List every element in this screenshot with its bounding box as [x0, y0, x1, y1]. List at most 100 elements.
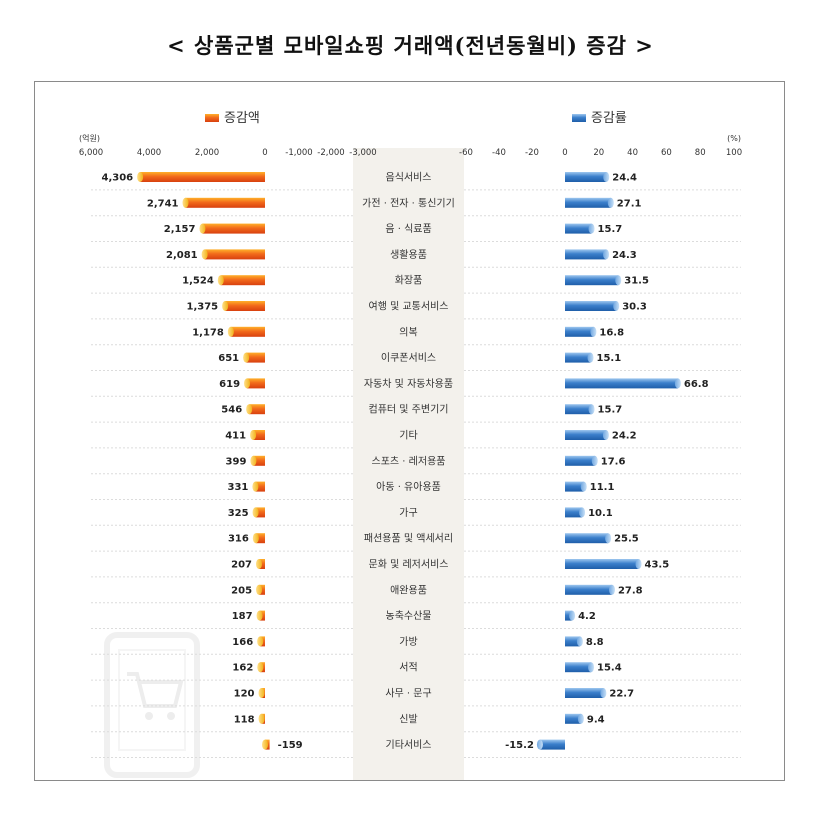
- left-value-label: 316: [228, 534, 249, 545]
- right-bar: [565, 713, 581, 724]
- left-bar: [246, 352, 265, 363]
- chart-svg: 6,000 4,000 2,000 0 -1,000 -2,000 -3,000 -60 -4…: [79, 111, 742, 780]
- right-bar: [565, 662, 592, 673]
- left-bar: [253, 430, 265, 440]
- right-bar-cap: [591, 455, 598, 466]
- left-bar-cap: [255, 559, 262, 569]
- right-bar: [565, 481, 584, 492]
- left-bar: [255, 533, 265, 544]
- left-bar-cap: [250, 430, 257, 440]
- left-tick-label: 0: [262, 148, 267, 158]
- left-bar-cap: [137, 172, 144, 182]
- right-tick-label: 60: [661, 148, 672, 158]
- right-bar-cap: [579, 507, 586, 518]
- right-bar-cap: [577, 713, 584, 724]
- right-bar: [565, 197, 611, 208]
- left-value-label: 1,178: [192, 327, 224, 338]
- right-bar-cap: [600, 688, 607, 698]
- category-label: 사무 · 문구: [385, 688, 431, 700]
- left-bar: [202, 223, 265, 234]
- right-bar-cap: [602, 430, 609, 440]
- category-label: 애완용품: [390, 584, 427, 596]
- left-tick-label: 6,000: [79, 148, 103, 158]
- right-value-label: 24.2: [612, 431, 637, 442]
- right-tick-label: -20: [525, 148, 539, 158]
- category-label: 의복: [399, 326, 417, 338]
- left-value-label: 118: [234, 714, 255, 725]
- right-value-label: 16.8: [599, 327, 624, 338]
- left-bar-cap: [199, 223, 206, 234]
- left-bar: [247, 378, 265, 389]
- left-bar-cap: [252, 507, 259, 518]
- right-bar-cap: [605, 533, 612, 544]
- right-value-label: 31.5: [624, 276, 649, 287]
- right-value-label: 15.7: [598, 405, 623, 416]
- category-label: 가전 · 전자 · 통신기기: [362, 197, 455, 209]
- left-bar: [220, 275, 265, 286]
- category-label: 농축수산물: [386, 610, 432, 622]
- legend-right: 증감률: [572, 111, 627, 126]
- left-bar: [253, 455, 265, 466]
- right-value-label: 43.5: [645, 560, 670, 571]
- right-bar-cap: [635, 559, 642, 569]
- legend-left: 증감액: [205, 111, 260, 126]
- left-value-label: 651: [218, 353, 239, 364]
- left-value-label: 205: [231, 585, 252, 596]
- left-value-label: 331: [228, 482, 249, 493]
- right-value-label: 66.8: [684, 379, 709, 390]
- left-unit-label: (억원): [79, 133, 100, 143]
- chart-rows: 음식서비스 4,306 24.4 가전 · 전자 · 통신기기 2,741 27.1 음 ·…: [91, 172, 741, 758]
- legend-left-label: 증감액: [224, 111, 260, 126]
- left-value-label: 187: [232, 611, 253, 622]
- left-tick-label: -2,000: [317, 148, 344, 158]
- left-value-label: 2,081: [166, 250, 198, 261]
- category-label: 음식서비스: [386, 172, 432, 184]
- left-value-label: 2,741: [147, 198, 179, 209]
- right-bar-cap: [588, 404, 595, 415]
- legend-left-swatch: [205, 114, 219, 122]
- left-value-label: -159: [278, 740, 303, 751]
- right-bar: [565, 559, 639, 569]
- right-value-label: 9.4: [587, 714, 605, 725]
- right-value-label: 15.7: [598, 224, 623, 235]
- right-bar-cap: [588, 223, 595, 234]
- chart-frame: 6,000 4,000 2,000 0 -1,000 -2,000 -3,000 -60 -4…: [34, 81, 785, 781]
- right-tick-label: 100: [726, 148, 742, 158]
- category-label: 가방: [399, 636, 417, 648]
- left-tick-label: -3,000: [349, 148, 376, 158]
- right-bar: [565, 455, 595, 466]
- right-bar-cap: [536, 739, 543, 750]
- right-value-label: 4.2: [578, 611, 596, 622]
- left-bar-cap: [246, 404, 253, 415]
- left-value-label: 619: [219, 379, 240, 390]
- left-tick-label: 4,000: [137, 148, 161, 158]
- left-value-label: 325: [228, 508, 249, 519]
- right-value-label: -15.2: [505, 740, 534, 751]
- right-bar-cap: [580, 481, 587, 492]
- right-value-label: 30.3: [622, 302, 647, 313]
- right-bar: [565, 610, 573, 621]
- right-value-label: 27.8: [618, 585, 643, 596]
- left-value-label: 162: [232, 663, 253, 674]
- left-bar-cap: [222, 301, 229, 311]
- right-bar: [539, 739, 565, 750]
- category-label: 스포츠 · 레저용품: [372, 455, 446, 467]
- right-bar: [565, 223, 592, 234]
- right-bar-cap: [576, 636, 583, 647]
- right-value-label: 27.1: [617, 198, 642, 209]
- right-bar: [565, 326, 594, 337]
- left-value-label: 4,306: [101, 173, 133, 184]
- right-tick-label: -60: [459, 148, 473, 158]
- right-bar: [565, 301, 617, 311]
- right-value-label: 24.3: [612, 250, 637, 261]
- left-bar-cap: [256, 584, 263, 595]
- left-bar-cap: [258, 713, 265, 724]
- right-axis: -60 -40 -20 0 20 40 60 80 100: [459, 148, 742, 158]
- right-bar: [565, 507, 583, 518]
- left-bar-cap: [256, 610, 263, 621]
- right-bar-cap: [603, 249, 610, 260]
- left-value-label: 546: [221, 405, 242, 416]
- right-value-label: 8.8: [586, 637, 604, 648]
- category-label: 신발: [399, 713, 417, 725]
- left-value-label: 166: [232, 637, 253, 648]
